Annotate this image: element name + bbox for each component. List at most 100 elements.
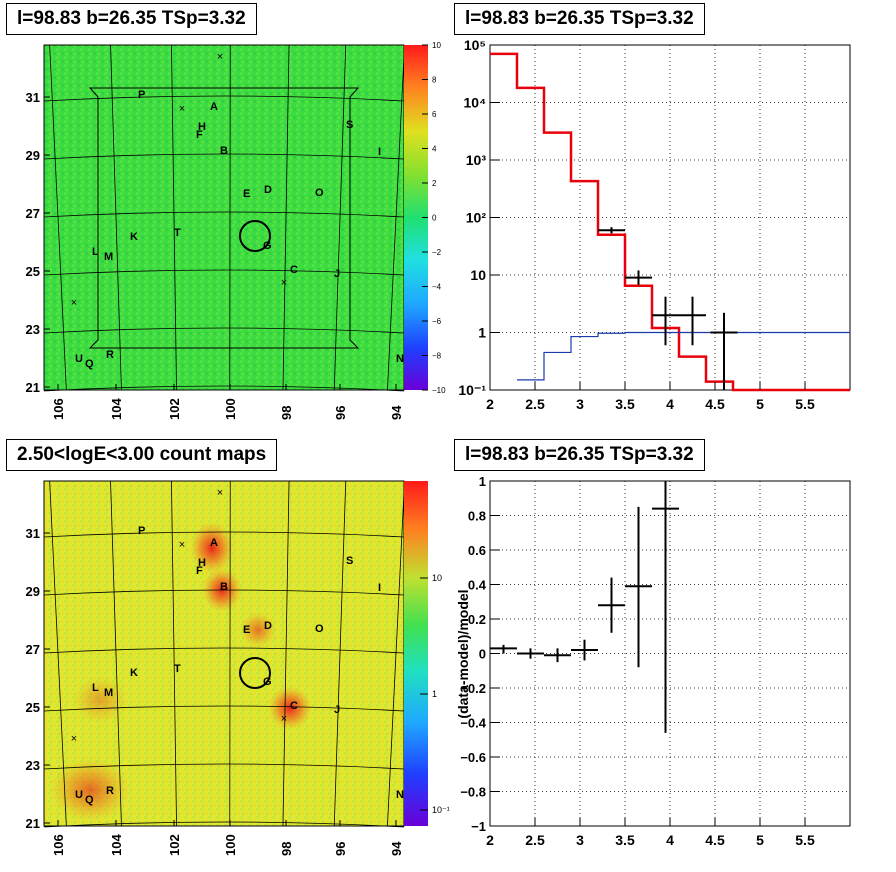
hotspot-c	[268, 686, 312, 730]
latitude-line	[43, 269, 405, 276]
source-labels: P AHF B S I E D O K T L M G C J U QR N × × × ×	[71, 487, 404, 806]
longitude-tick-label: 102	[167, 398, 182, 420]
longitude-line	[171, 480, 177, 827]
source-label-a: A	[210, 101, 218, 113]
longitude-tick-label: 98	[279, 406, 294, 420]
y-tick-label: 0	[479, 647, 486, 662]
source-label-a: A	[210, 537, 218, 549]
latitude-tick-label: 31	[26, 526, 40, 541]
spectrum-plot: 2 2.5 3 3.5 4 4.5 5 5.5 10⁵ 10⁴ 10³ 10² 10 1 10⁻¹	[458, 37, 851, 412]
longitude-line	[49, 480, 67, 827]
coordinate-grid	[43, 44, 405, 392]
colorbar	[404, 481, 428, 826]
source-circle	[239, 657, 271, 689]
latitude-line	[43, 153, 405, 160]
longitude-tick-label: 102	[167, 834, 182, 856]
colorbar-tick-label: 6	[432, 110, 437, 119]
longitude-line	[229, 44, 231, 391]
x-tick-label: 5	[756, 396, 764, 412]
source-label-r: R	[106, 785, 114, 797]
latitude-line	[43, 531, 405, 538]
latitude-line	[43, 647, 405, 654]
hotspot-e	[240, 612, 276, 648]
source-label-o: O	[315, 623, 324, 635]
longitude-tick-label: 100	[223, 834, 238, 856]
source-cross: ×	[281, 713, 287, 725]
x-tick-label: 4.5	[705, 832, 725, 848]
colorbar-tick-label: −4	[432, 283, 442, 292]
x-tick-label: 2	[486, 832, 494, 848]
latitude-tick-label: 27	[26, 642, 40, 657]
source-label-l: L	[92, 246, 99, 258]
source-label-f: F	[196, 129, 203, 141]
source-label-b: B	[220, 145, 228, 157]
source-label-c: C	[290, 264, 298, 276]
colorbar-tick-label: −2	[432, 248, 442, 257]
longitude-line	[110, 480, 122, 827]
source-label-s: S	[346, 119, 353, 131]
series	[490, 481, 679, 733]
source-circle	[239, 220, 271, 252]
background-histogram	[517, 331, 850, 381]
colorbar-tick-label: 4	[432, 145, 437, 154]
longitude-line	[282, 480, 290, 827]
y-tick-label: 10⁴	[464, 95, 487, 111]
source-label-b: B	[220, 581, 228, 593]
source-label-j: J	[334, 704, 340, 716]
x-tick-label: 3	[576, 832, 584, 848]
longitude-tick-label: 106	[51, 398, 66, 420]
count-map: P AHF B S I E D O K T L M G C J U QR N × × × × 10 1 10⁻¹ 106 104…	[26, 480, 450, 856]
source-label-n: N	[396, 353, 404, 365]
source-label-t: T	[174, 227, 181, 239]
residual-plot: 2 2.5 3 3.5 4 4.5 5 5.5 1 0.8 0.6 0.4 0.2 0 −0.2 −0.4 −0…	[455, 474, 851, 848]
model-histogram	[490, 52, 850, 392]
source-label-c: C	[290, 700, 298, 712]
colorbar-tick-label: −6	[432, 317, 442, 326]
source-label-u: U	[75, 789, 83, 801]
source-label-d: D	[264, 184, 272, 196]
hotspot-l	[72, 676, 128, 724]
hotspot-q	[50, 758, 130, 822]
latitude-line	[43, 95, 405, 102]
source-labels: P AHF B S I E D O K T L M G C J U QR N × × × ×	[71, 51, 404, 370]
longitude-tick-label: 104	[109, 834, 124, 856]
latitude-tick-label: 21	[26, 816, 40, 831]
colorbar-tick-label: 10	[432, 41, 441, 50]
longitude-line	[387, 44, 405, 391]
source-label-e: E	[243, 188, 250, 200]
map-axis-labels: 106 104 102 100 98 96 94 31 29 27 25 23 21	[26, 526, 404, 856]
longitude-tick-label: 104	[109, 398, 124, 420]
x-tick-label: 4.5	[705, 396, 725, 412]
latitude-tick-label: 27	[26, 206, 40, 221]
source-label-h: H	[198, 557, 206, 569]
colorbar-tick-label: 10	[432, 573, 442, 583]
y-tick-label: 1	[479, 474, 486, 489]
x-tick-label: 4	[666, 396, 674, 412]
hotspot-a	[190, 522, 234, 574]
source-label-j: J	[334, 268, 340, 280]
longitude-line	[333, 480, 347, 827]
source-label-f: F	[196, 565, 203, 577]
longitude-tick-label: 96	[333, 842, 348, 856]
longitude-line	[282, 44, 290, 391]
source-cross: ×	[217, 487, 223, 499]
source-label-q: Q	[85, 794, 94, 806]
x-tick-label: 5.5	[795, 832, 815, 848]
y-axis-label: (data-model)/model	[455, 589, 471, 718]
latitude-tick-label: 31	[26, 90, 40, 105]
y-tick-label: 0.4	[468, 578, 487, 593]
latitude-tick-label: 25	[26, 700, 40, 715]
y-tick-label: −1	[471, 819, 486, 834]
longitude-line	[333, 44, 347, 391]
source-label-p: P	[138, 525, 145, 537]
source-label-i: I	[378, 582, 381, 594]
latitude-line	[43, 385, 405, 392]
source-label-s: S	[346, 555, 353, 567]
longitude-line	[110, 44, 122, 391]
y-tick-label: 0.2	[468, 612, 486, 627]
source-label-r: R	[106, 349, 114, 361]
source-label-m: M	[104, 687, 113, 699]
panel-title-bottom-right: l=98.83 b=26.35 TSp=3.32	[454, 439, 705, 471]
y-tick-label: −0.4	[460, 716, 486, 731]
